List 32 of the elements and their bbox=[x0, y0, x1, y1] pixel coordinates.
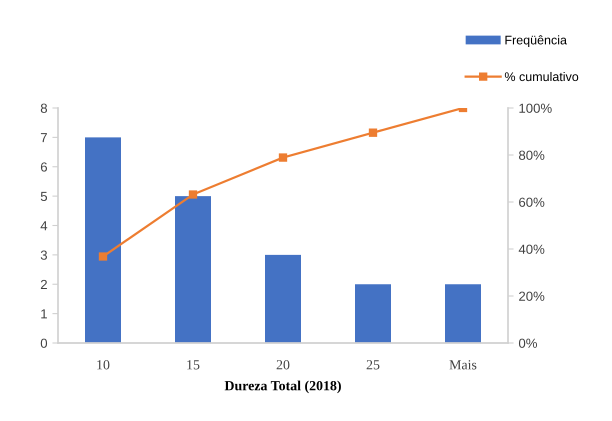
y2-tick-label: 80% bbox=[518, 150, 544, 160]
y-tick-label: 5 bbox=[40, 192, 48, 202]
y2-tick-label: 0% bbox=[518, 338, 538, 348]
x-tick-label: 20 bbox=[276, 360, 290, 370]
legend-label: % cumulativo bbox=[504, 72, 578, 82]
y-tick-label: 4 bbox=[40, 221, 48, 230]
x-tick-label: 15 bbox=[187, 360, 200, 370]
x-tick-label: Mais bbox=[450, 360, 476, 370]
x-tick-label: 25 bbox=[366, 360, 380, 370]
point bbox=[368, 128, 378, 137]
point bbox=[188, 190, 198, 199]
y-tick-label: 7 bbox=[40, 133, 47, 142]
point bbox=[278, 153, 288, 162]
bar bbox=[355, 284, 391, 343]
point bbox=[98, 252, 108, 261]
y-tick-label: 1 bbox=[41, 309, 47, 318]
y-tick-label: 8 bbox=[40, 104, 48, 113]
x-tick-label: 10 bbox=[97, 360, 110, 370]
y-tick-label: 2 bbox=[40, 280, 47, 290]
y2-tick-label: 100% bbox=[519, 104, 552, 113]
y2-tick-label: 60% bbox=[519, 198, 544, 207]
y2-tick-label: 40% bbox=[518, 244, 544, 254]
legend-label: Freqüência bbox=[505, 35, 567, 47]
bar bbox=[445, 284, 481, 343]
bar bbox=[85, 137, 121, 343]
bar bbox=[265, 254, 301, 343]
bar bbox=[175, 196, 211, 343]
y-tick-label: 0 bbox=[40, 338, 48, 348]
x-axis-title: Dureza Total (2018) bbox=[224, 380, 341, 394]
y-tick-label: 6 bbox=[40, 162, 48, 172]
y2-tick-label: 20% bbox=[519, 292, 544, 301]
y-tick-label: 3 bbox=[40, 250, 48, 260]
